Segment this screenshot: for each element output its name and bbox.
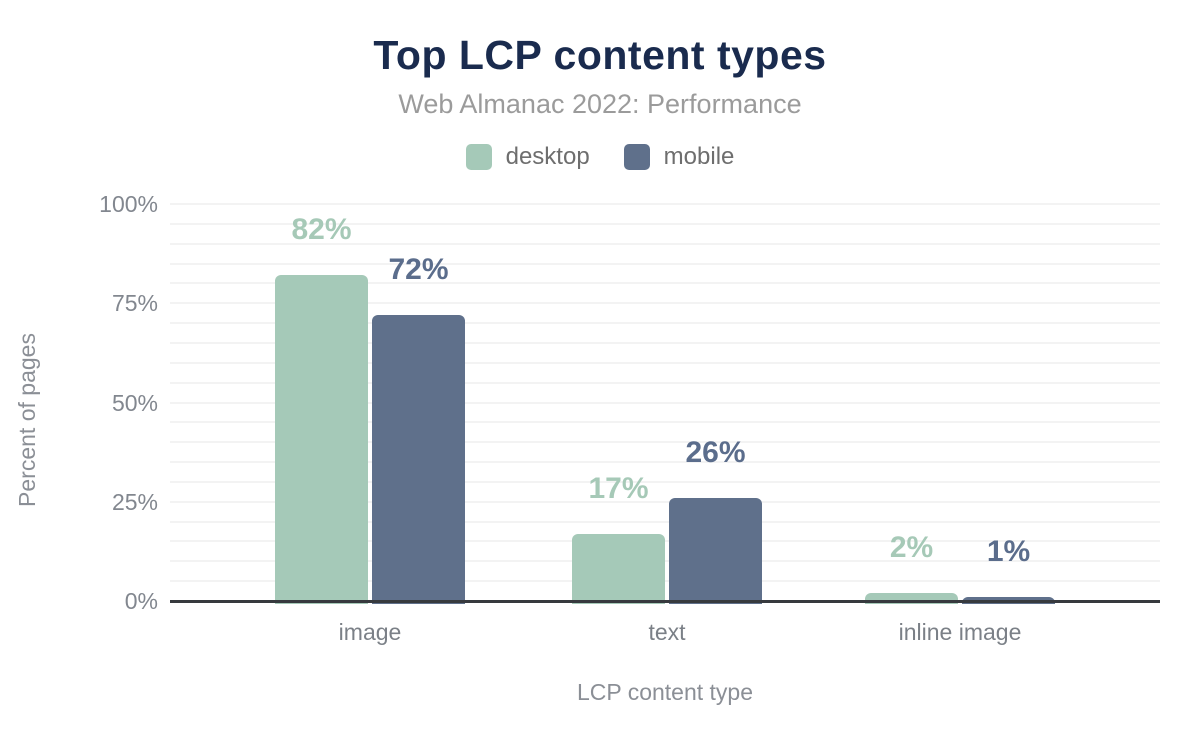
bar-desktop-text	[572, 533, 665, 604]
y-tick-label: 0%	[124, 588, 158, 614]
value-label-desktop-text: 17%	[588, 471, 649, 505]
gridline	[170, 461, 1160, 464]
gridline	[170, 322, 1160, 325]
gridline	[170, 441, 1160, 444]
gridline	[170, 560, 1160, 563]
gridline	[170, 361, 1160, 364]
category-label-inline-image: inline image	[898, 619, 1022, 645]
x-axis-title: LCP content type	[576, 679, 754, 705]
gridline	[170, 262, 1160, 265]
legend-swatch-desktop	[465, 144, 492, 170]
y-tick-label: 75%	[111, 290, 158, 317]
y-tick-label: 25%	[111, 488, 158, 515]
gridline	[170, 341, 1160, 344]
legend-swatch-mobile	[623, 144, 650, 170]
bar-desktop-image	[275, 275, 368, 604]
bar-mobile-text	[669, 497, 762, 604]
gridline	[170, 480, 1160, 483]
gridline	[170, 580, 1160, 583]
legend-item-desktop[interactable]: desktop	[465, 143, 590, 170]
category-label-image: image	[338, 619, 402, 645]
bar-mobile-image	[372, 315, 465, 604]
gridline	[170, 203, 1160, 205]
y-tick-label: 50%	[111, 389, 158, 416]
x-axis-line	[170, 600, 1160, 603]
gridline	[170, 500, 1160, 503]
value-label-mobile-text: 26%	[685, 435, 746, 469]
gridline	[170, 222, 1160, 225]
gridline	[170, 401, 1160, 404]
category-label-text: text	[648, 619, 686, 645]
gridline	[170, 381, 1160, 384]
gridline	[170, 242, 1160, 245]
value-label-desktop-inline-image: 2%	[889, 531, 934, 565]
value-label-mobile-image: 72%	[388, 253, 449, 287]
bar-desktop-inline-image	[865, 593, 958, 604]
legend-label-mobile: mobile	[663, 143, 735, 170]
value-label-mobile-inline-image: 1%	[986, 535, 1031, 569]
gridline	[170, 540, 1160, 543]
legend: desktop mobile	[0, 142, 1200, 172]
legend-label-desktop: desktop	[505, 143, 590, 170]
value-label-desktop-image: 82%	[291, 213, 352, 247]
gridline	[170, 421, 1160, 424]
chart-subtitle: Web Almanac 2022: Performance	[398, 89, 802, 119]
y-tick-label: 100%	[99, 191, 158, 217]
y-axis-title: Percent of pages	[14, 333, 40, 507]
gridline	[170, 520, 1160, 523]
gridline	[170, 302, 1160, 305]
chart-title: Top LCP content types	[373, 32, 827, 78]
gridline	[170, 282, 1160, 285]
legend-item-mobile[interactable]: mobile	[623, 143, 735, 170]
